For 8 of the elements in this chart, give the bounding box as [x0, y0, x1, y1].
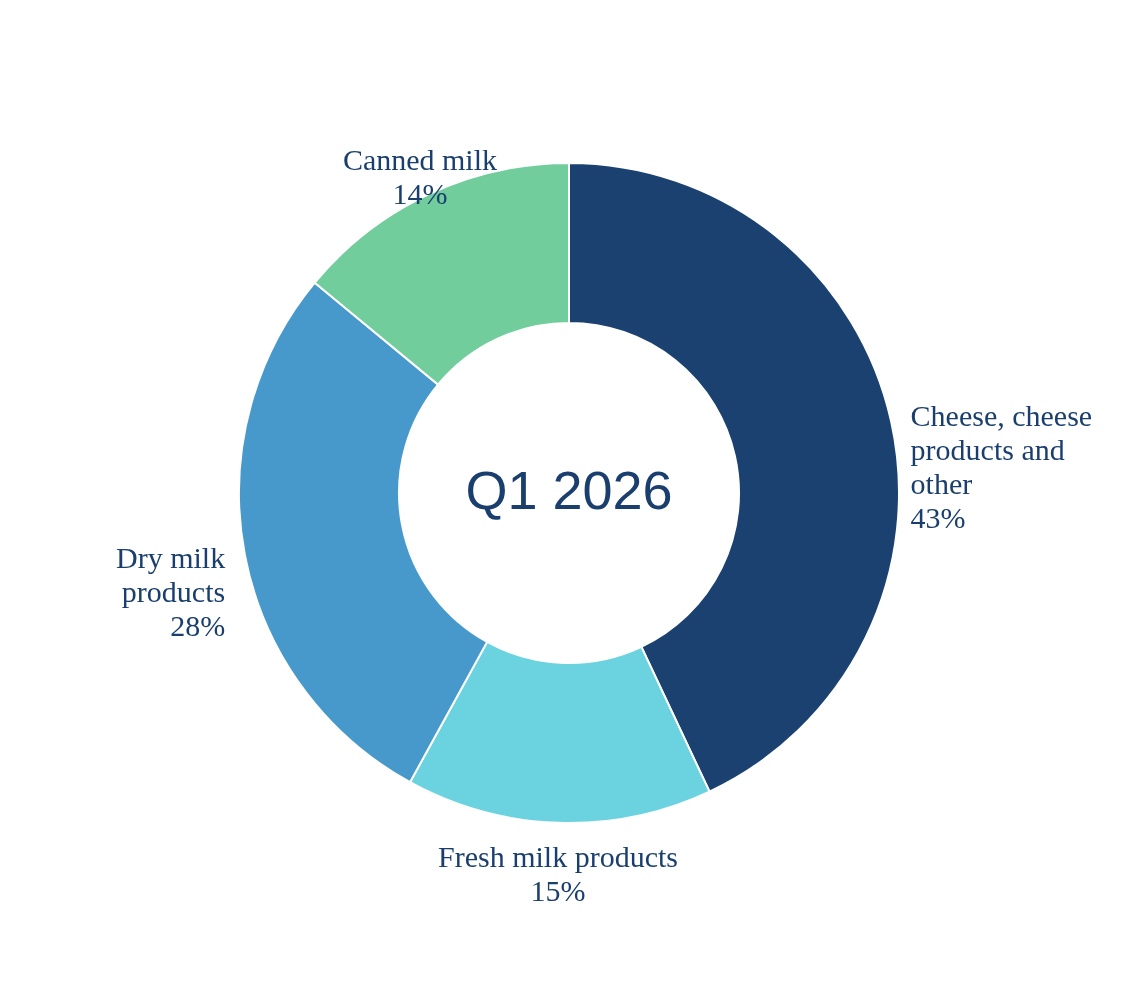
slice-label: Fresh milk products [438, 839, 679, 873]
text: Q1 2026 [465, 460, 673, 520]
data-label: 28% [170, 608, 226, 642]
slice-label: Dry milk products [116, 540, 226, 608]
data-label: 43% [910, 500, 966, 534]
slice-label: Canned milk [342, 143, 498, 177]
slice-label: Cheese, cheese products and other [910, 398, 1093, 500]
data-label: 15% [530, 873, 586, 907]
